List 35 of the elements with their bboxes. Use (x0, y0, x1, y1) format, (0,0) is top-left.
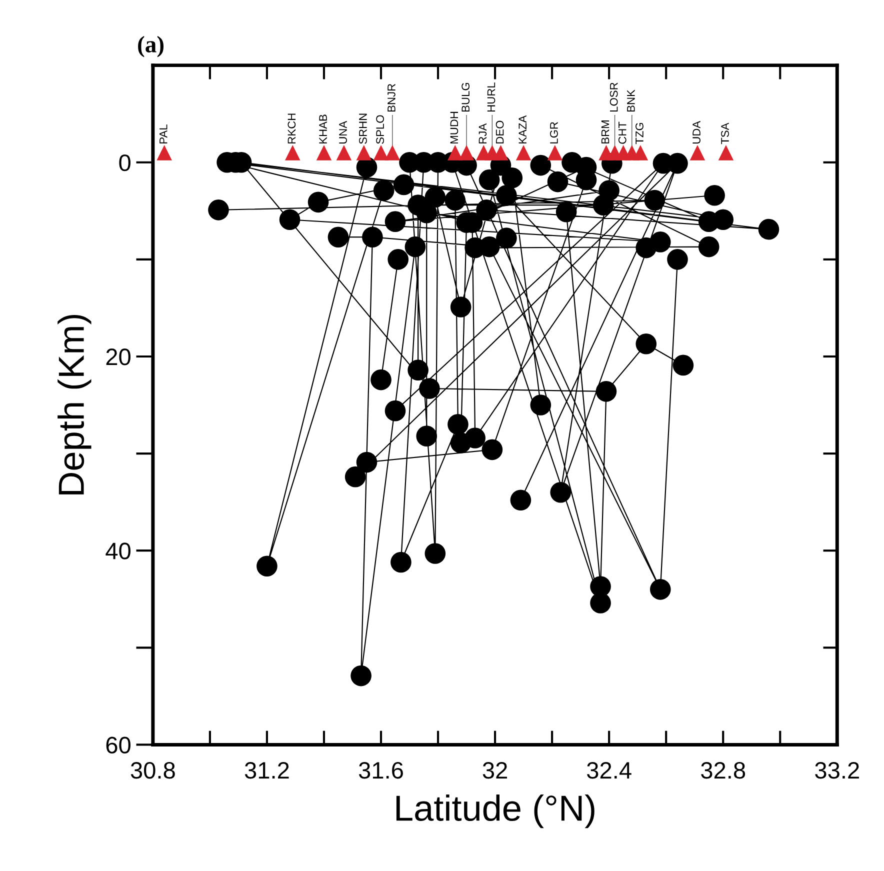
annotation: BNJR (388, 84, 396, 112)
y-tick-label: 0 (119, 154, 130, 172)
annotation: LOSR (610, 82, 618, 112)
annotation: LGR (550, 122, 558, 144)
x-tick-label: 33.2 (815, 762, 859, 779)
y-tick-label: 60 (106, 736, 130, 754)
annotation: BULG (462, 82, 470, 112)
x-tick-label: 32.4 (587, 762, 632, 779)
annotation: TZG (636, 122, 644, 144)
x-tick-label: 31.6 (358, 762, 403, 779)
annotation: RKCH (288, 114, 296, 144)
y-tick-label: 40 (106, 542, 130, 560)
annotation: PAL (160, 124, 168, 144)
annotation: RJA (478, 123, 487, 144)
annotation: CHT (618, 122, 626, 144)
text: (a) (138, 36, 164, 58)
annotation: UNA (339, 120, 347, 144)
annotation: BRM (601, 120, 610, 144)
annotation: TSA (721, 122, 729, 144)
annotation: HURL (487, 82, 496, 112)
annotation: SPLO (376, 115, 384, 144)
x-axis-title: Latitude (°N) (396, 794, 594, 828)
annotation: MUDH (450, 112, 458, 144)
x-tick-label: 32.8 (701, 762, 746, 779)
annotation: UDA (692, 120, 700, 144)
annotation: SRHN (359, 114, 367, 144)
x-tick-label: 31.2 (244, 762, 289, 779)
annotation: KHAB (319, 114, 327, 144)
annotation: DEO (496, 120, 504, 144)
annotation: BNK (627, 90, 635, 112)
x-tick-label: 32 (482, 762, 507, 779)
y-axis-title: Depth (Km) (58, 314, 92, 494)
y-tick-label: 20 (106, 348, 130, 366)
annotation: KAZA (518, 115, 526, 144)
x-tick-label: 30.8 (130, 762, 175, 779)
